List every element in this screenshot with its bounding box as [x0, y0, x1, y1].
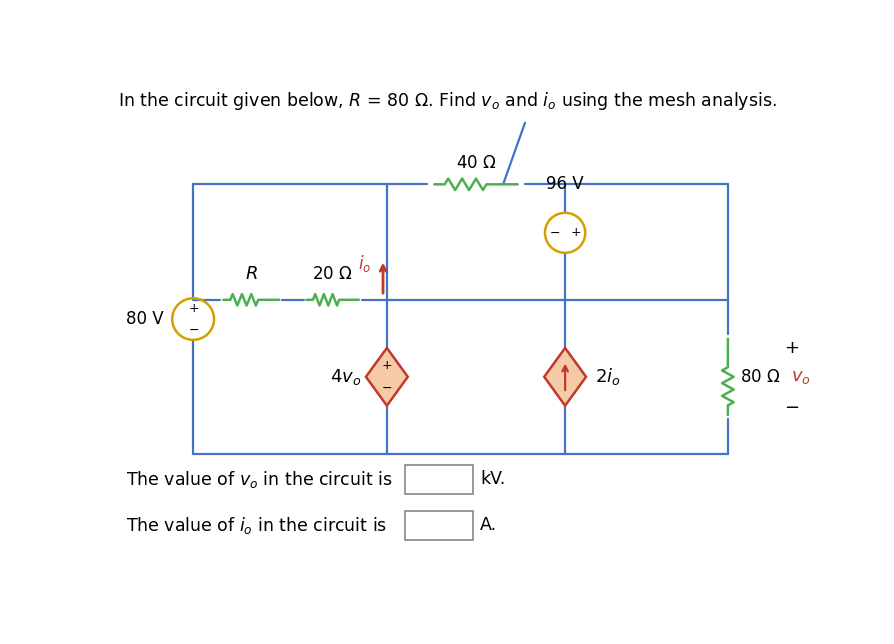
Polygon shape [544, 348, 586, 406]
Polygon shape [366, 348, 408, 406]
FancyBboxPatch shape [405, 511, 473, 540]
Text: 20 $\Omega$: 20 $\Omega$ [312, 265, 353, 283]
Text: A.: A. [480, 516, 497, 535]
Text: 96 V: 96 V [546, 175, 584, 193]
Text: The value of $i_o$ in the circuit is: The value of $i_o$ in the circuit is [126, 515, 387, 536]
Text: $R$: $R$ [245, 265, 257, 283]
FancyBboxPatch shape [405, 464, 473, 494]
Text: 40 $\Omega$: 40 $\Omega$ [456, 154, 496, 172]
Text: $2i_o$: $2i_o$ [595, 366, 620, 387]
Text: $-$: $-$ [784, 397, 799, 415]
Text: $+$: $+$ [784, 339, 799, 357]
Text: 80 V: 80 V [126, 310, 164, 328]
Text: 80 $\Omega$: 80 $\Omega$ [739, 368, 780, 386]
Text: $+$: $+$ [381, 359, 392, 372]
Text: kV.: kV. [480, 470, 505, 488]
Text: $-$: $-$ [549, 226, 561, 240]
Text: $+$: $+$ [570, 226, 581, 240]
Text: $+$: $+$ [188, 302, 198, 315]
Text: The value of $v_o$ in the circuit is: The value of $v_o$ in the circuit is [126, 469, 392, 489]
Text: $v_o$: $v_o$ [791, 368, 811, 386]
Text: In the circuit given below, $R$ = 80 $\Omega$. Find $v_o$ and $i_o$ using the me: In the circuit given below, $R$ = 80 $\O… [118, 90, 777, 111]
Text: $-$: $-$ [382, 381, 392, 394]
Text: $-$: $-$ [188, 323, 198, 336]
Text: $4v_o$: $4v_o$ [330, 367, 361, 387]
Text: $i_o$: $i_o$ [358, 253, 371, 274]
